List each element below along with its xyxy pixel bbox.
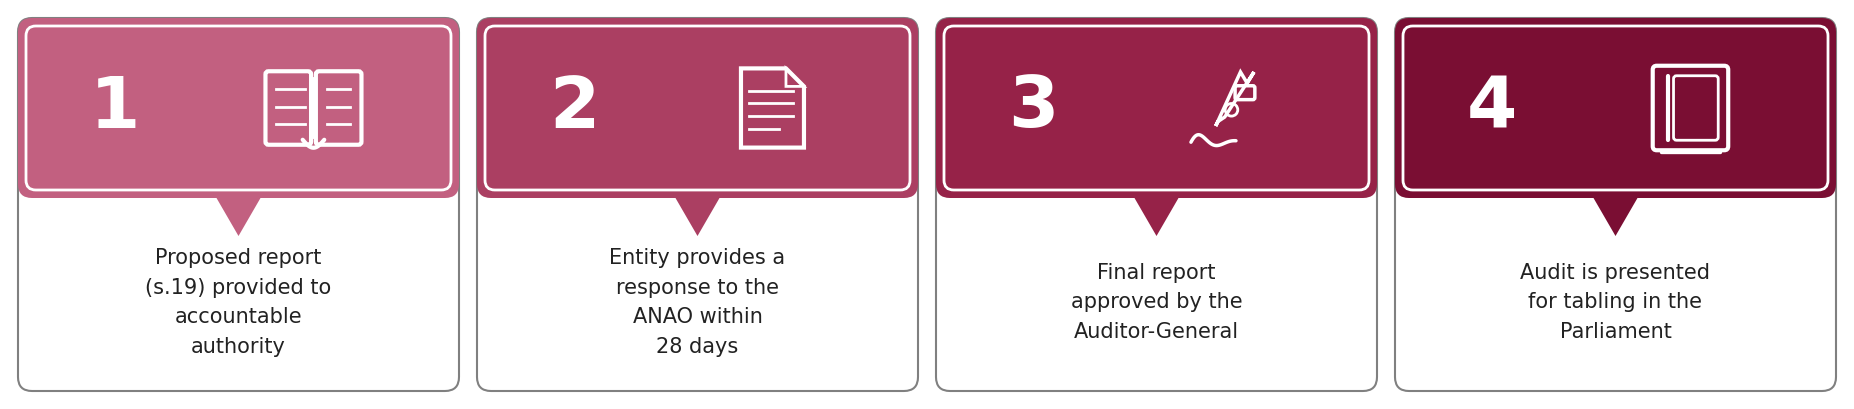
Polygon shape	[1135, 198, 1179, 236]
FancyBboxPatch shape	[936, 18, 1378, 198]
Text: Final report
approved by the
Auditor-General: Final report approved by the Auditor-Gen…	[1072, 263, 1242, 342]
Polygon shape	[675, 198, 719, 236]
Text: 4: 4	[1467, 74, 1517, 142]
Text: 1: 1	[89, 74, 141, 142]
Polygon shape	[1593, 198, 1637, 236]
Polygon shape	[217, 198, 261, 236]
Text: Entity provides a
response to the
ANAO within
28 days: Entity provides a response to the ANAO w…	[610, 248, 786, 357]
Text: 3: 3	[1009, 74, 1059, 142]
FancyBboxPatch shape	[476, 18, 918, 198]
FancyBboxPatch shape	[19, 18, 460, 198]
FancyBboxPatch shape	[1394, 18, 1835, 198]
FancyBboxPatch shape	[476, 18, 918, 391]
FancyBboxPatch shape	[19, 18, 460, 391]
FancyBboxPatch shape	[1394, 18, 1835, 391]
FancyBboxPatch shape	[936, 18, 1378, 391]
Text: 2: 2	[549, 74, 599, 142]
Text: Proposed report
(s.19) provided to
accountable
authority: Proposed report (s.19) provided to accou…	[145, 248, 332, 357]
Text: Audit is presented
for tabling in the
Parliament: Audit is presented for tabling in the Pa…	[1520, 263, 1711, 342]
